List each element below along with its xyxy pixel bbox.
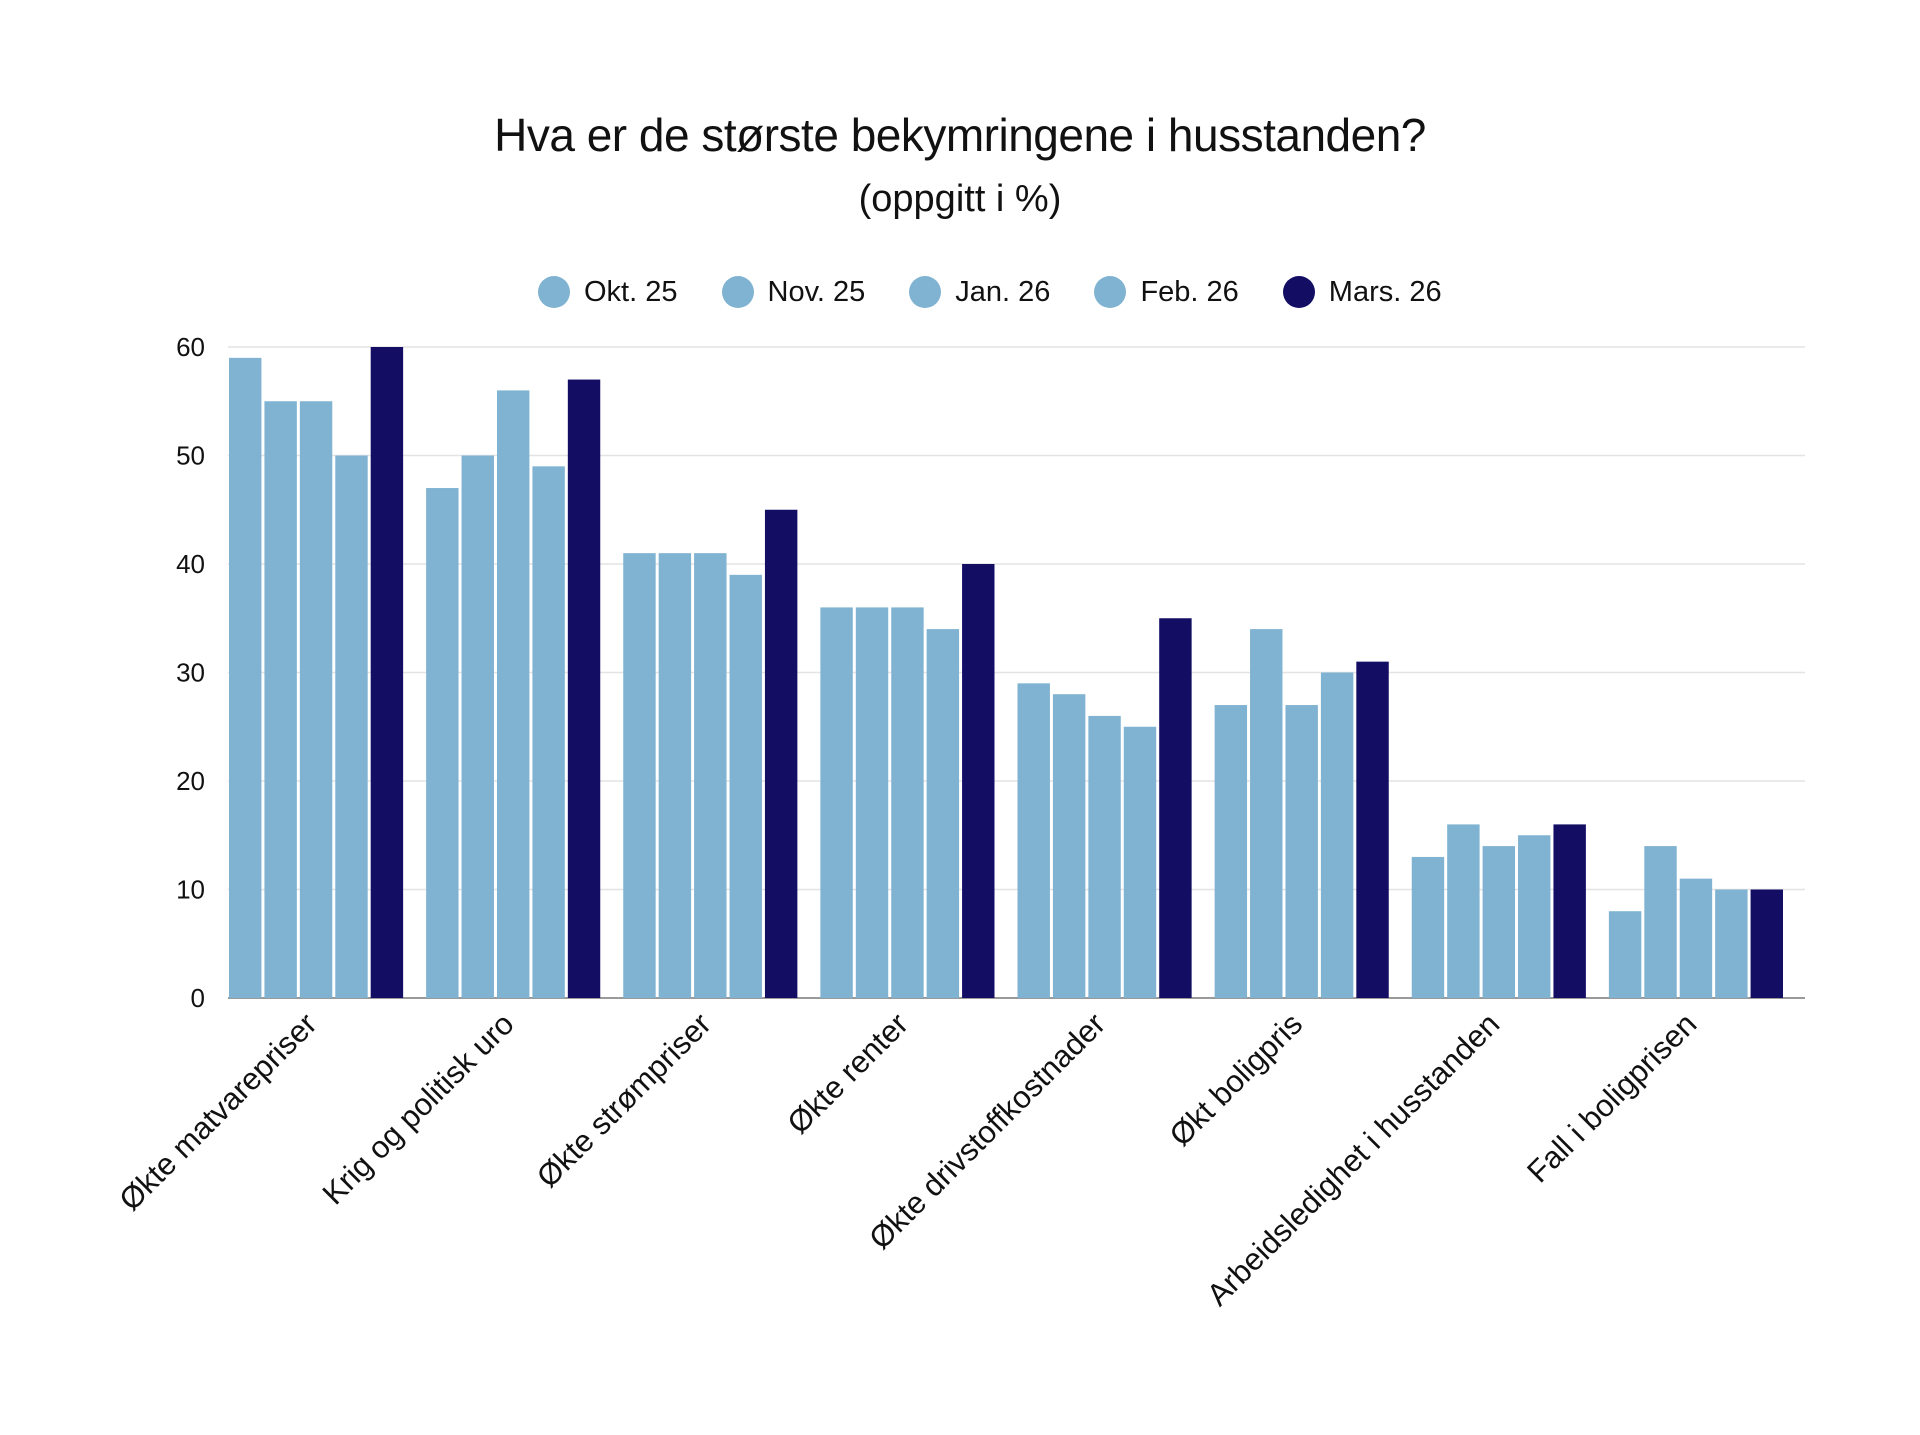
- chart-subtitle: (oppgitt i %): [858, 178, 1062, 220]
- x-tick-label: Fall i boligprisen: [1520, 1006, 1703, 1189]
- legend-label-okt-25: Okt. 25: [584, 275, 678, 308]
- x-tick-label: Økt boligpris: [1163, 1006, 1310, 1153]
- bar-2-7: [1679, 878, 1713, 998]
- bar-4-5: [1356, 661, 1389, 998]
- bar-0-4: [1017, 683, 1050, 998]
- y-tick-label: 50: [176, 441, 205, 471]
- x-tick-label: Krig og politisk uro: [316, 1006, 521, 1211]
- legend-marker-mars-26: [1282, 276, 1315, 308]
- bar-0-1: [426, 488, 459, 998]
- bar-4-2: [764, 509, 798, 998]
- bar-3-2: [729, 574, 762, 998]
- x-tick-label: Økte renter: [780, 1006, 914, 1140]
- bar-1-3: [855, 607, 889, 998]
- bar-2-6: [1482, 846, 1516, 998]
- bar-1-0: [264, 401, 297, 998]
- y-tick-label: 60: [176, 332, 205, 362]
- legend-marker-feb-26: [1094, 276, 1127, 308]
- legend-item-jan-26: Jan. 26: [909, 276, 1050, 309]
- bar-1-5: [1250, 629, 1283, 998]
- bar-4-6: [1553, 824, 1586, 998]
- legend-label-mars-26: Mars. 26: [1328, 275, 1442, 308]
- bar-3-4: [1123, 726, 1157, 998]
- legend-label-jan-26: Jan. 26: [955, 275, 1051, 308]
- bar-2-0: [299, 401, 333, 998]
- bar-2-5: [1285, 705, 1318, 998]
- bar-2-1: [496, 390, 530, 998]
- legend-marker-okt-25: [538, 276, 570, 308]
- legend: Okt. 25 Nov. 25 Jan. 26 Feb. 26 Mars. 26: [538, 270, 1442, 314]
- bar-1-6: [1447, 824, 1480, 998]
- legend-item-nov-25: Nov. 25: [721, 275, 866, 309]
- bar-2-3: [891, 607, 924, 998]
- legend-item-feb-26: Feb. 26: [1094, 275, 1239, 309]
- y-tick-label: 0: [191, 983, 205, 1013]
- bar-2-4: [1088, 715, 1121, 998]
- bar-4-3: [962, 564, 995, 998]
- bar-3-7: [1715, 889, 1748, 998]
- legend-label-nov-25: Nov. 25: [767, 275, 866, 308]
- bar-3-5: [1320, 672, 1354, 998]
- bar-1-1: [461, 455, 494, 998]
- y-tick-label: 40: [176, 549, 205, 579]
- bar-0-3: [820, 607, 853, 998]
- bar-3-6: [1518, 835, 1551, 998]
- bar-0-0: [229, 357, 262, 999]
- legend-label-feb-26: Feb. 26: [1140, 275, 1239, 308]
- legend-marker-nov-25: [721, 276, 754, 308]
- bar-0-7: [1608, 911, 1642, 998]
- chart-title: Hva er de største bekymringene i husstan…: [494, 109, 1426, 161]
- bar-1-4: [1052, 694, 1086, 998]
- bar-4-0: [370, 347, 404, 998]
- bar-2-2: [694, 553, 727, 998]
- bar-3-3: [926, 629, 960, 998]
- bar-4-1: [567, 379, 601, 998]
- bar-0-5: [1214, 705, 1248, 998]
- y-tick-label: 20: [176, 766, 205, 796]
- bar-3-0: [335, 455, 368, 998]
- bar-1-2: [658, 553, 692, 998]
- bar-1-7: [1644, 846, 1677, 998]
- bar-4-7: [1750, 889, 1783, 998]
- y-tick-label: 30: [176, 658, 205, 688]
- legend-item-mars-26: Mars. 26: [1282, 275, 1442, 309]
- y-tick-label: 10: [176, 875, 205, 905]
- x-tick-label: Økte strømpriser: [530, 1006, 718, 1194]
- x-tick-label: Økte matvarepriser: [112, 1006, 323, 1217]
- bar-0-6: [1411, 856, 1445, 998]
- legend-marker-jan-26: [909, 276, 942, 308]
- legend-item-okt-25: Okt. 25: [538, 276, 678, 309]
- bar-4-4: [1159, 618, 1192, 998]
- bar-0-2: [623, 553, 656, 998]
- bar-3-1: [532, 466, 565, 999]
